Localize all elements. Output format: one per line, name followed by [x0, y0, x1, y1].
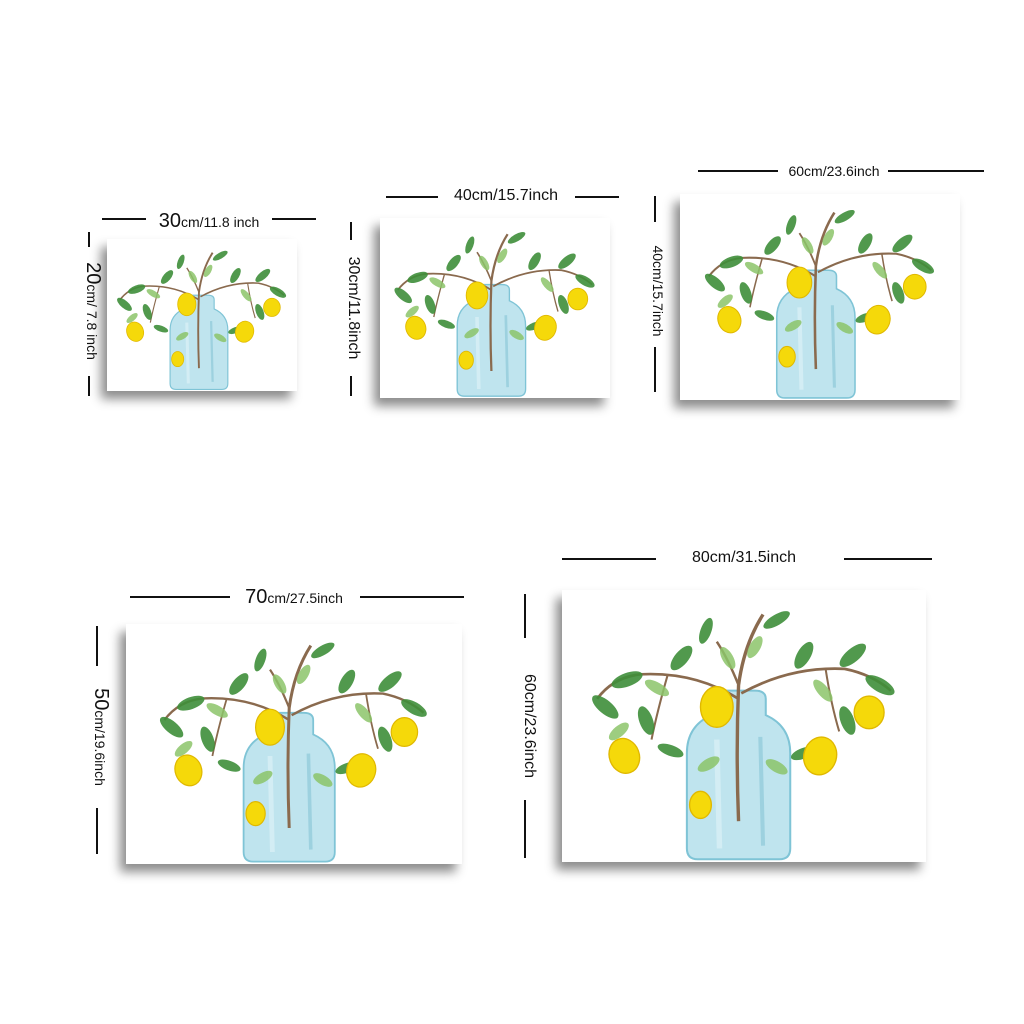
size-4-width-label: 70cm/27.5inch	[241, 587, 347, 607]
size-1-height-label: 20cm/ 7.8 inch	[82, 247, 104, 375]
height-line-bottom	[524, 800, 526, 858]
canvas-80x60	[562, 590, 926, 862]
canvas-60x40	[680, 194, 960, 400]
size-2-width-label: 40cm/15.7inch	[449, 188, 563, 204]
lemon-vase-artwork	[113, 247, 290, 391]
lemon-vase-artwork	[562, 590, 926, 862]
width-line-left	[386, 196, 438, 198]
width-line-left	[562, 558, 656, 560]
size-2-height-label: 30cm/11.8inch	[345, 249, 362, 367]
canvas-70x50	[126, 624, 462, 864]
size-5-height-label: 60cm/23.6inch	[521, 667, 538, 785]
size-1-width-label: 30cm/11.8 inch	[154, 211, 264, 231]
height-line-bottom	[96, 808, 98, 854]
width-line-right	[575, 196, 619, 198]
size-4-height-label: 50cm/19.6inch	[90, 668, 112, 806]
lemon-vase-artwork	[680, 194, 960, 400]
height-line-bottom	[350, 376, 352, 396]
height-line-bottom	[654, 346, 656, 392]
canvas-30x20	[107, 239, 297, 391]
width-line-left	[698, 170, 778, 172]
height-line-top	[350, 222, 352, 240]
size-3-width-label: 60cm/23.6inch	[784, 164, 884, 178]
width-line-right	[844, 558, 932, 560]
height-line-top	[524, 594, 526, 638]
height-line-bottom	[88, 376, 90, 396]
size-5-width-label: 80cm/31.5inch	[687, 550, 801, 566]
height-line-top	[88, 232, 90, 250]
width-line-left	[130, 596, 230, 598]
lemon-vase-artwork	[390, 227, 599, 398]
width-line-right	[272, 218, 316, 220]
lemon-vase-artwork	[126, 624, 462, 864]
height-line-top	[96, 626, 98, 666]
height-line-top	[654, 196, 656, 222]
width-line-right	[360, 596, 464, 598]
size-3-height-label: 40cm/15.7inch	[650, 235, 666, 347]
canvas-40x30	[380, 218, 610, 398]
width-line-left	[102, 218, 146, 220]
width-line-right	[888, 170, 984, 172]
